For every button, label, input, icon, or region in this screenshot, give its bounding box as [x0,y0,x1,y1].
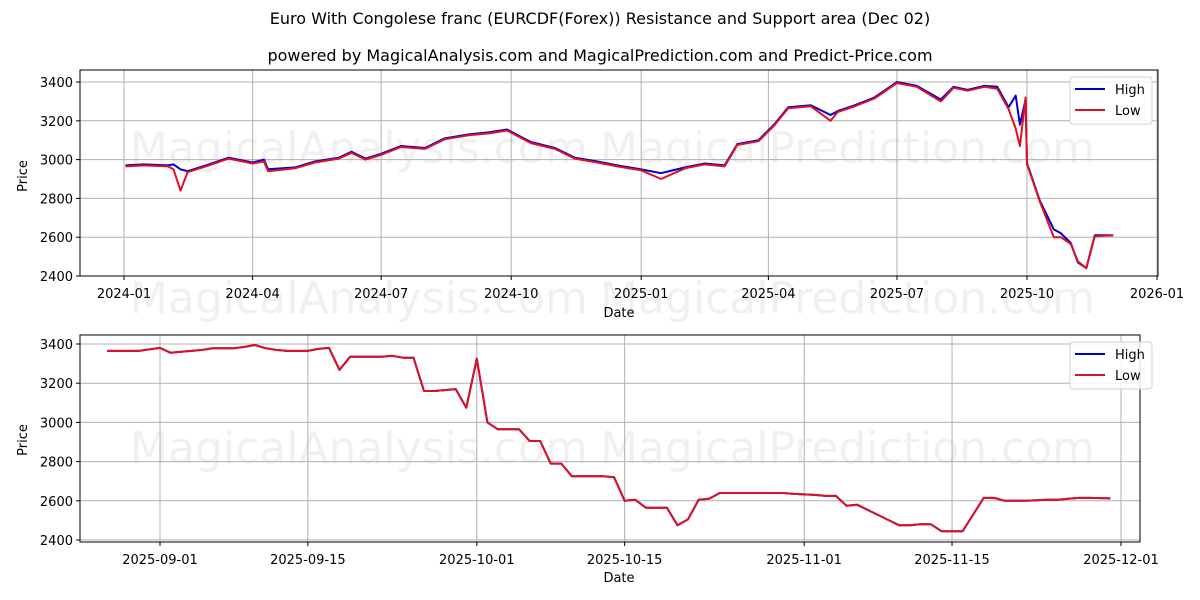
watermark-top-right: MagicalPrediction.com [600,123,1095,174]
legend-high-label: High [1115,348,1145,363]
x-tick-label: 2024-07 [354,287,408,302]
y-tick-label: 2800 [40,192,73,207]
x-tick-label: 2025-04 [741,287,795,302]
y-tick-label: 2600 [40,231,73,246]
y-tick-label: 2800 [40,456,73,471]
watermark-top-left: MagicalAnalysis.com [130,123,588,174]
x-tick-label: 2025-12-01 [1083,553,1159,568]
top-plot-frame [79,69,1159,277]
x-tick-label: 2024-01 [97,287,151,302]
y-tick-label: 3000 [40,154,73,169]
top-legend: High Low [1069,76,1153,125]
top-series [125,81,1114,270]
legend-high-label: High [1115,83,1145,98]
top-chart: MagicalAnalysis.com MagicalPrediction.co… [16,69,1184,324]
x-tick-label: 2025-10 [1000,287,1054,302]
watermark-bottom-left: MagicalAnalysis.com [130,423,588,474]
x-tick-label: 2025-01 [614,287,668,302]
chart-subtitle: powered by MagicalAnalysis.com and Magic… [267,46,933,65]
y-tick-label: 2400 [40,534,73,549]
legend-low-label: Low [1115,104,1141,119]
bottom-grid [80,335,1140,542]
y-tick-label: 3400 [40,76,73,91]
x-tick-label: 2025-10-15 [587,553,663,568]
x-tick-label: 2026-01 [1130,287,1184,302]
x-tick-label: 2025-11-15 [914,553,990,568]
watermark-mid-right: MagicalPrediction.com [600,273,1095,324]
x-tick-label: 2025-11-01 [766,553,842,568]
top-y-axis-label: Price [16,160,31,192]
legend-low-label: Low [1115,369,1141,384]
watermark-bottom-right: MagicalPrediction.com [600,423,1095,474]
bottom-series [107,344,1111,533]
top-x-ticks: 2024-01 2024-04 2024-07 2024-10 2025-01 2025-… [97,276,1184,302]
bottom-plot-frame [79,334,1141,543]
bottom-y-axis-label: Price [16,424,31,456]
watermark-mid-left: MagicalAnalysis.com [130,273,588,324]
x-tick-label: 2024-10 [484,287,538,302]
x-tick-label: 2025-10-01 [439,553,515,568]
series-low-line [107,344,1111,533]
top-y-ticks: 2400 2600 2800 3000 3200 3400 [40,76,80,285]
x-tick-label: 2025-09-15 [270,553,346,568]
top-x-axis-label: Date [603,306,634,321]
bottom-chart: MagicalAnalysis.com MagicalPrediction.co… [16,334,1159,586]
x-tick-label: 2025-07 [870,287,924,302]
bottom-legend: High Low [1069,341,1153,390]
y-tick-label: 3200 [40,115,73,130]
y-tick-label: 3200 [40,377,73,392]
x-tick-label: 2025-09-01 [122,553,198,568]
series-high-line [125,81,1114,270]
bottom-x-axis-label: Date [603,571,634,586]
chart-title: Euro With Congolese franc (EURCDF(Forex)… [269,9,931,28]
y-tick-label: 2600 [40,495,73,510]
series-low-line [125,82,1114,270]
x-tick-label: 2024-04 [225,287,279,302]
y-tick-label: 3400 [40,338,73,353]
bottom-x-ticks: 2025-09-01 2025-09-15 2025-10-01 2025-10-15… [122,542,1159,568]
y-tick-label: 3000 [40,416,73,431]
y-tick-label: 2400 [40,270,73,285]
bottom-y-ticks: 2400 2600 2800 3000 3200 3400 [40,338,80,549]
